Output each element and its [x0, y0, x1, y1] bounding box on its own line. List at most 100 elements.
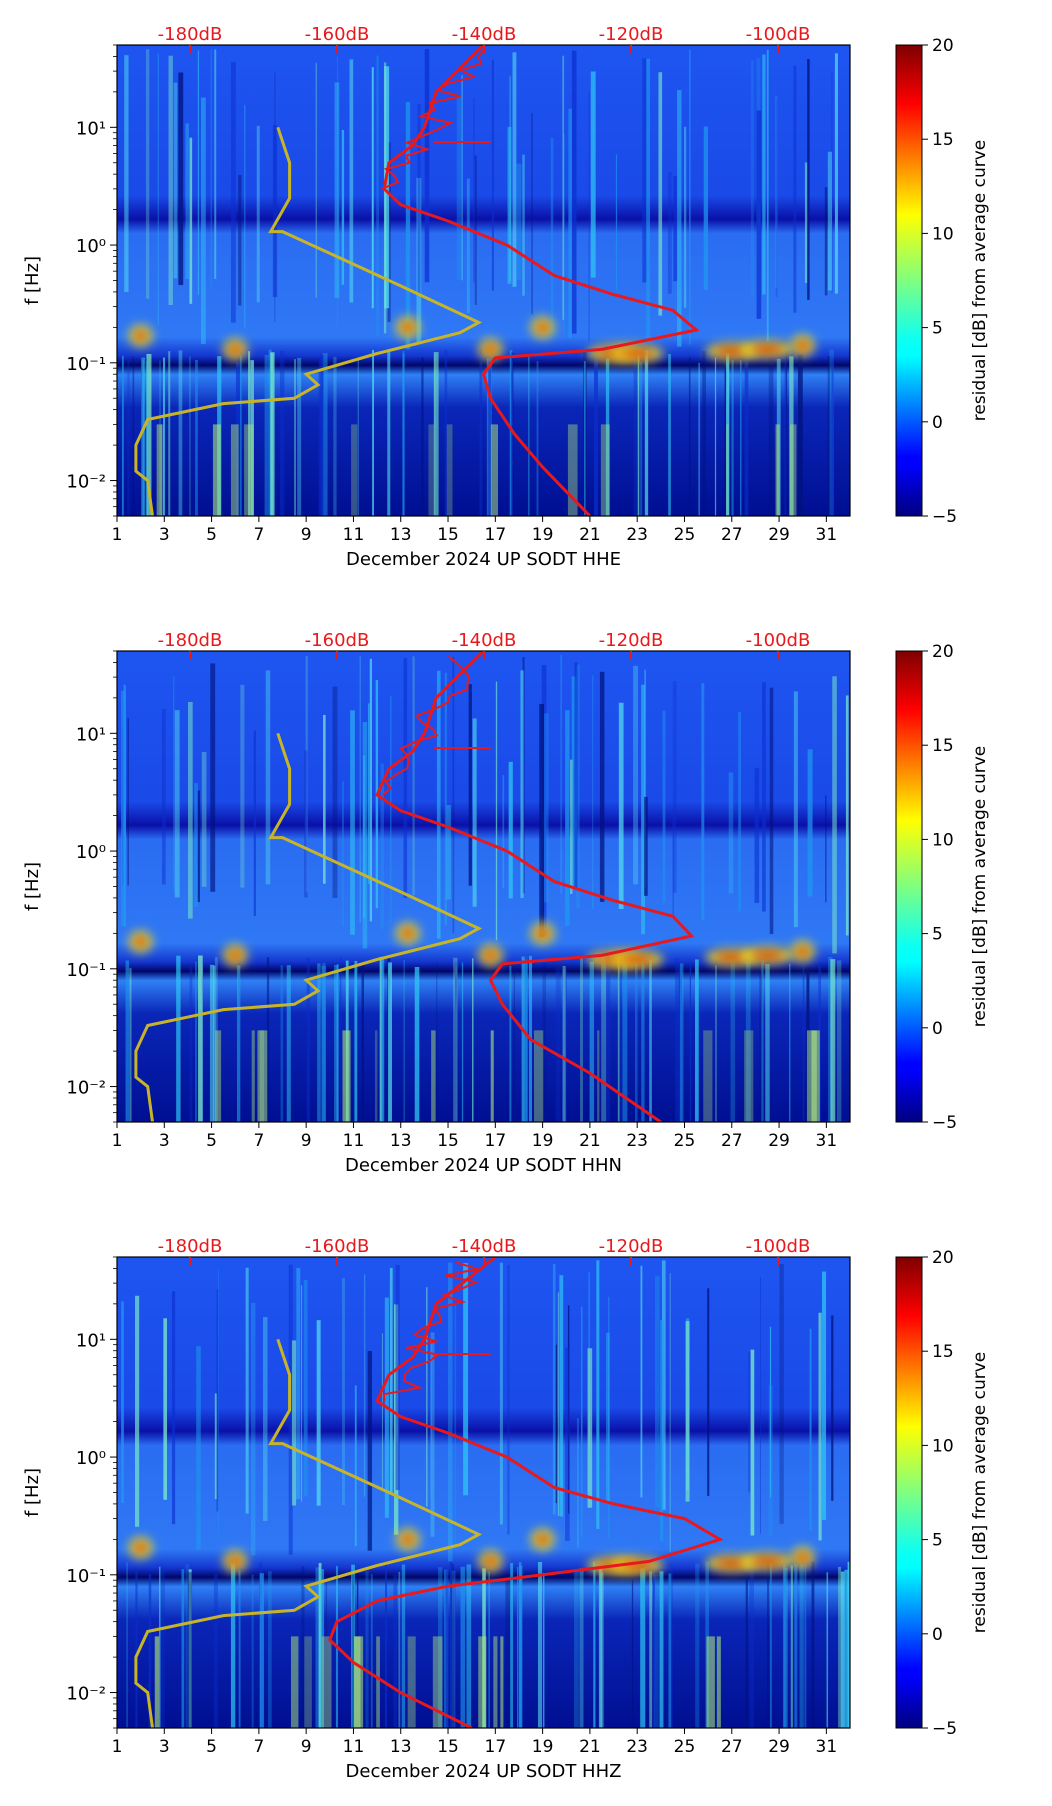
x-tick-label: 23 — [626, 1737, 648, 1757]
spectrogram-streak — [125, 960, 130, 1122]
spectrogram-streak — [555, 967, 561, 1122]
colorbar — [895, 650, 923, 1123]
spectrogram-streak — [402, 353, 405, 516]
spectrogram-streak — [341, 129, 345, 285]
spectrogram-streak — [332, 686, 338, 898]
spectrogram-streak — [640, 1567, 646, 1728]
spectrogram-streak — [769, 1562, 772, 1728]
spectrogram-streak — [669, 1273, 671, 1553]
spectrogram-streak — [584, 361, 586, 516]
spectrogram-streak — [304, 750, 308, 898]
spectrogram-streak — [197, 790, 200, 903]
spectrogram-streak — [542, 963, 547, 1122]
spectrogram-streak — [321, 965, 326, 1122]
spectrogram-streak — [594, 350, 598, 516]
y-tick-label: 10⁻² — [66, 1078, 106, 1099]
spectrogram-streak — [305, 656, 308, 893]
spectrogram-streak — [263, 1317, 268, 1521]
spectrogram-streak — [414, 966, 420, 1122]
hot-spot — [128, 324, 153, 347]
x-tick-label: 1 — [112, 525, 123, 545]
spectrogram-streak — [728, 772, 734, 894]
spectrogram-streak — [473, 97, 475, 283]
spectrogram-low-patch — [806, 1030, 817, 1122]
x-tick-label: 9 — [301, 525, 312, 545]
spectrogram-streak — [596, 1260, 600, 1529]
x-tick-label: 29 — [768, 525, 790, 545]
x-tick-label: 17 — [485, 1131, 507, 1151]
db-scale-label: -160dB — [305, 24, 370, 45]
spectrogram-low-patch — [703, 1030, 713, 1122]
spectrogram-streak — [580, 1306, 583, 1538]
spectrogram-streak — [517, 1567, 519, 1728]
spectrogram-streak — [488, 1571, 490, 1728]
spectrogram-streak — [775, 98, 778, 297]
spectrogram-streak — [447, 1262, 453, 1562]
y-axis-label: f [Hz] — [22, 256, 43, 305]
spectrogram-streak — [121, 355, 124, 516]
spectrogram-low-patch — [257, 1030, 268, 1122]
spectrogram-streak — [689, 49, 691, 345]
spectrogram-streak — [185, 1564, 190, 1728]
spectrogram-streak — [544, 713, 549, 903]
spectrogram-streak — [405, 102, 411, 350]
spectrogram-streak — [590, 71, 596, 278]
spectrogram-streak — [315, 1567, 320, 1728]
spectrogram-streak — [641, 958, 645, 1122]
x-tick-label: 17 — [485, 1737, 507, 1757]
spectrogram-streak — [336, 57, 339, 326]
x-tick-label: 31 — [816, 525, 838, 545]
db-scale-label: -180dB — [158, 1236, 223, 1257]
spectrogram-streak — [393, 1574, 398, 1728]
spectrogram-streak — [216, 1289, 219, 1512]
spectrogram-streak — [775, 96, 778, 289]
spectrogram-streak — [769, 687, 774, 935]
colorbar-tick-label: 15 — [932, 736, 954, 756]
colorbar-tick-label: 10 — [932, 1436, 954, 1456]
colorbar-tick-label: 0 — [932, 1625, 943, 1645]
spectrogram-streak — [631, 1566, 634, 1728]
x-tick-label: 1 — [112, 1131, 123, 1151]
spectrogram-streak — [280, 965, 284, 1122]
spectrogram-low-patch — [533, 1030, 544, 1122]
spectrogram-low-patch — [154, 1636, 160, 1728]
spectrogram-streak — [825, 795, 827, 903]
spectrogram-streak — [827, 356, 830, 516]
spectrogram-streak — [570, 759, 573, 894]
spectrogram-streak — [776, 358, 781, 516]
spectrogram-streak — [519, 1565, 523, 1728]
hot-spot — [395, 1528, 420, 1551]
spectrogram-streak — [644, 796, 648, 896]
spectrogram-streak — [703, 126, 709, 290]
spectrogram-streak — [824, 187, 828, 296]
spectrogram-streak — [605, 955, 611, 1122]
spectrogram-streak — [370, 1574, 373, 1728]
colorbar-tick-label: 0 — [932, 1019, 943, 1039]
spectrogram-streak — [724, 362, 728, 516]
spectrogram-streak — [416, 177, 422, 343]
x-tick-label: 9 — [301, 1131, 312, 1151]
db-scale-label: -140dB — [452, 24, 517, 45]
spectrogram-streak — [197, 50, 200, 295]
spectrogram-streak — [502, 775, 505, 889]
spectrogram-streak — [301, 1566, 305, 1728]
spectrogram-streak — [782, 1564, 787, 1728]
spectrogram-streak — [195, 359, 198, 516]
spectrogram-low-patch — [431, 1030, 436, 1122]
spectrogram-streak — [349, 59, 354, 303]
spectrogram-streak — [618, 702, 624, 910]
spectrogram-streak — [749, 1561, 754, 1728]
y-tick-label: 10⁻¹ — [66, 354, 106, 375]
spectrogram-streak — [342, 1278, 345, 1506]
spectrogram-streak — [359, 656, 361, 923]
spectrogram-streak — [767, 1562, 769, 1728]
x-tick-label: 13 — [390, 1131, 412, 1151]
spectrogram-streak — [163, 1318, 168, 1500]
hot-spot — [611, 950, 664, 969]
spectrogram-streak — [209, 964, 215, 1122]
spectrogram-streak — [660, 1319, 664, 1541]
spectrogram-streak — [509, 350, 513, 516]
spectrogram-low-patch — [446, 424, 453, 516]
spectrogram-streak — [560, 655, 562, 894]
